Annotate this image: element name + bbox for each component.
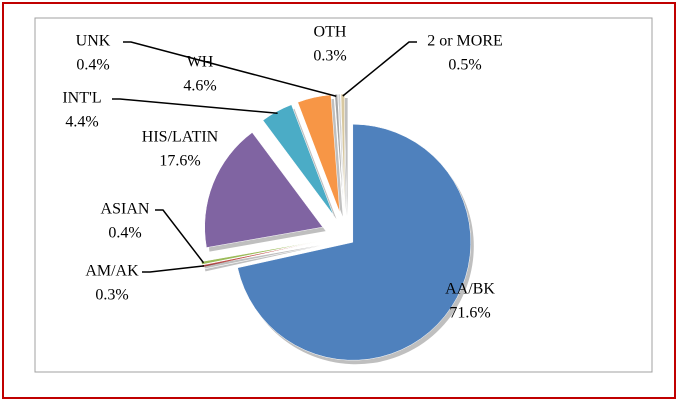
slice — [200, 240, 318, 265]
slice-label: HIS/LATIN — [142, 129, 219, 146]
slice-value-label: 0.4% — [108, 225, 141, 242]
leader-line — [142, 265, 205, 273]
leader-line — [112, 98, 278, 115]
slice-value-label: 0.3% — [95, 287, 128, 304]
slice-label: UNK — [76, 33, 111, 50]
pie — [200, 93, 474, 365]
slice-value-label: 17.6% — [159, 153, 200, 170]
slice-label: OTH — [314, 24, 347, 41]
slice-label: 2 or MORE — [427, 33, 503, 50]
slice-label: AM/AK — [85, 263, 139, 280]
slice-label: INT'L — [62, 90, 101, 107]
slice — [334, 93, 344, 213]
slice-value-label: 0.5% — [448, 57, 481, 74]
leader-line — [123, 41, 337, 98]
slice-value-label: 71.6% — [449, 305, 490, 322]
slice-shadow — [204, 245, 321, 269]
slice — [262, 104, 334, 216]
slice — [204, 132, 324, 248]
slice — [237, 124, 471, 361]
slice-value-label: 0.3% — [313, 48, 346, 65]
slice-value-label: 4.4% — [65, 114, 98, 131]
slice-value-label: 4.6% — [183, 78, 216, 95]
slice-label: ASIAN — [101, 201, 150, 218]
slice-shadow — [204, 245, 321, 272]
slice — [337, 93, 345, 213]
leader-line — [155, 209, 205, 264]
slice-label: AA/BK — [445, 281, 495, 298]
leader-line — [342, 41, 417, 97]
labels: AA/BK 71.6% AM/AK 0.3% ASIAN 0.4% HIS/LATIN 17.… — [62, 24, 502, 322]
slice-value-label: 0.4% — [76, 57, 109, 74]
